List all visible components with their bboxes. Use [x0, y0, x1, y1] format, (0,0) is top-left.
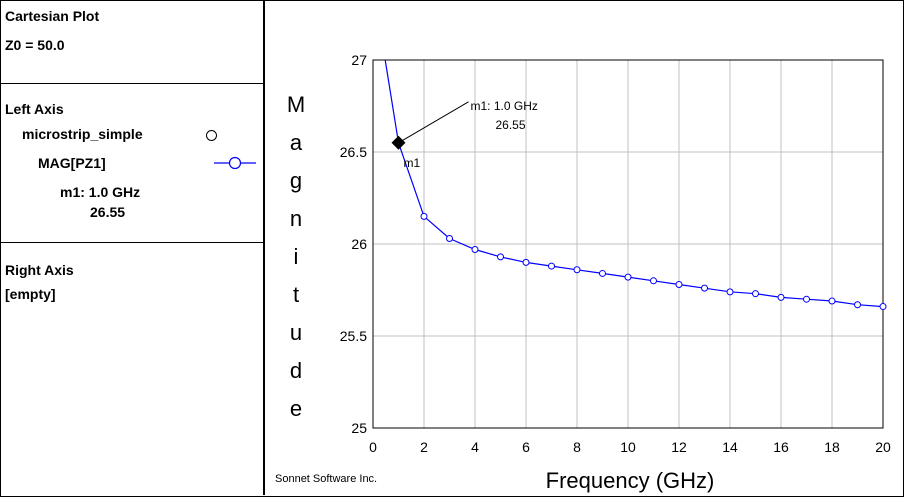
plot-border: [372, 59, 884, 429]
data-point: [548, 262, 555, 270]
y-tick-label: 25.5: [340, 328, 367, 344]
x-tick-label: 8: [573, 439, 581, 455]
marker-readout-value: 26.55: [90, 204, 126, 220]
grid: [372, 59, 884, 429]
y-axis-label-char: d: [290, 358, 302, 383]
y-axis-label-char: e: [290, 396, 302, 421]
x-tick-label: 12: [671, 439, 687, 455]
brand-label: Sonnet Software Inc.: [275, 473, 377, 485]
data-point: [599, 269, 606, 277]
x-tick-label: 10: [620, 439, 636, 455]
data-point: [752, 290, 759, 298]
y-axis-label-char: n: [290, 206, 302, 231]
y-axis-label-char: u: [290, 320, 302, 345]
project-name[interactable]: microstrip_simple: [22, 126, 143, 142]
marker-annotation-freq: m1: 1.0 GHz: [471, 99, 538, 113]
trace-name[interactable]: MAG[PZ1]: [38, 155, 106, 171]
x-tick-label: 0: [369, 439, 377, 455]
right-axis-section: Right Axis [empty]: [0, 243, 263, 495]
data-point: [828, 297, 836, 305]
z0-label: Z0 = 50.0: [5, 37, 65, 53]
marker-diamond[interactable]: [391, 135, 406, 150]
y-tick-label: 26: [351, 236, 367, 252]
data-point: [471, 246, 479, 254]
x-tick-label: 4: [471, 439, 479, 455]
x-tick-label: 6: [522, 439, 530, 455]
project-circle-icon: [206, 130, 217, 141]
y-tick-label: 25: [351, 420, 367, 436]
data-point: [675, 280, 683, 288]
y-axis-label-char: i: [294, 244, 299, 269]
data-point: [573, 266, 581, 274]
marker-label: m1: [404, 156, 421, 170]
y-axis-label-char: a: [290, 130, 303, 155]
right-axis-value: [empty]: [5, 286, 56, 302]
right-axis-header: Right Axis: [5, 262, 74, 278]
trace-line-icon: [214, 156, 256, 170]
data-point: [522, 258, 530, 266]
data-point: [803, 295, 810, 303]
y-axis-label-char: M: [287, 92, 305, 117]
series-line: [384, 59, 884, 308]
x-tick-label: 2: [420, 439, 428, 455]
plot-info-section: Cartesian Plot Z0 = 50.0: [0, 0, 263, 84]
left-axis-section: Left Axis microstrip_simple MAG[PZ1] m1:…: [0, 84, 263, 243]
data-point: [701, 284, 708, 292]
marker-layer: m1 m1: 1.0 GHz 26.55: [391, 99, 538, 170]
legend-panel: Cartesian Plot Z0 = 50.0 Left Axis micro…: [0, 0, 265, 495]
data-point: [650, 277, 657, 285]
data-point: [420, 212, 428, 220]
data-point: [726, 288, 734, 296]
marker-annotation-value: 26.55: [495, 118, 525, 132]
y-axis-label-char: t: [293, 282, 299, 307]
x-tick-label: 18: [824, 439, 840, 455]
marker-leader-line: [398, 101, 469, 144]
y-axis-label-char: g: [290, 168, 302, 193]
y-tick-label: 27: [351, 52, 367, 68]
data-point: [624, 273, 632, 281]
data-point: [777, 293, 785, 301]
x-tick-label: 14: [722, 439, 738, 455]
x-tick-label: 16: [773, 439, 789, 455]
axis-ticks: 0 2 4 6 8 10 12 14 16 18 20 25 25.5 26 26.5 27: [340, 52, 891, 455]
data-point: [446, 234, 453, 242]
x-tick-label: 20: [875, 439, 891, 455]
left-axis-header: Left Axis: [5, 101, 64, 117]
series-layer: [384, 59, 887, 311]
data-point: [879, 303, 887, 311]
y-tick-label: 26.5: [340, 144, 367, 160]
data-point: [497, 253, 504, 261]
plot-title: Cartesian Plot: [5, 8, 100, 24]
x-axis-label: Frequency (GHz): [546, 468, 715, 493]
marker-readout-freq: m1: 1.0 GHz: [60, 184, 141, 200]
data-point: [854, 301, 861, 309]
